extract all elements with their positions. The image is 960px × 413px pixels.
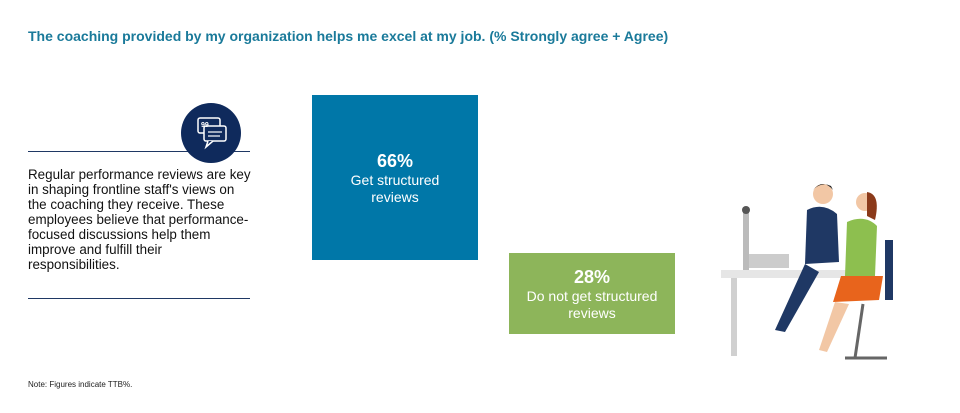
divider (28, 298, 250, 299)
footnote: Note: Figures indicate TTB%. (28, 380, 133, 389)
stat-box: 28% Do not get structured reviews (509, 253, 675, 334)
divider (28, 151, 250, 152)
stat-label: Get structured reviews (350, 171, 440, 205)
insight-text: Regular performance reviews are key in s… (28, 167, 251, 272)
illustration (721, 184, 893, 360)
stat-box: 66% Get structured reviews (312, 95, 478, 260)
stat-label: Do not get structured reviews (526, 287, 658, 321)
stat-value: 28% (573, 266, 611, 287)
svg-text:99: 99 (201, 122, 209, 129)
title: The coaching provided by my organization… (28, 28, 669, 44)
quote-icon: 99 (181, 103, 241, 163)
stat-value: 66% (376, 150, 414, 171)
